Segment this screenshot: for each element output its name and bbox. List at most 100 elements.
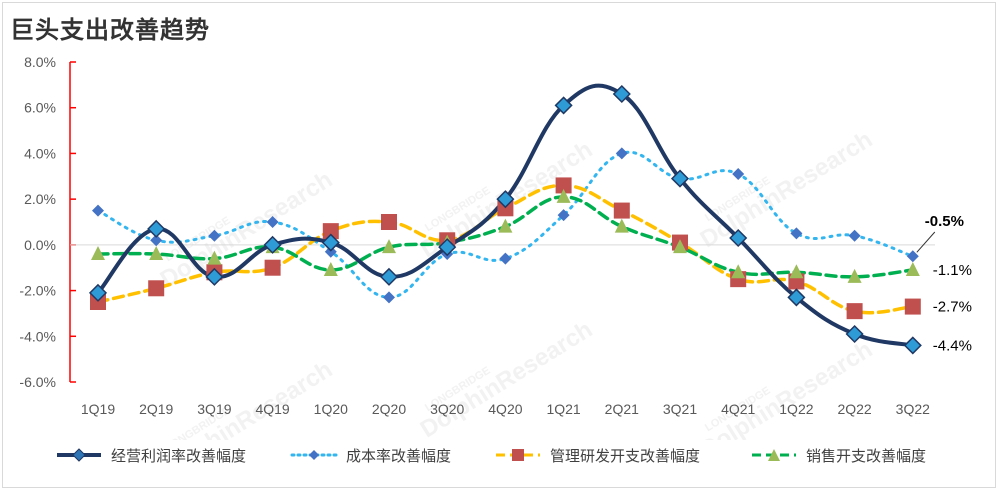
data-point [906,250,919,263]
watermark-text: DolphinResearch [156,166,338,293]
data-point [324,245,337,258]
end-label: -0.5% [925,213,964,230]
x-tick-label: 3Q21 [663,401,697,417]
legend-label: 成本率改善幅度 [346,446,452,465]
data-point [498,218,513,233]
data-point [499,252,512,265]
data-point [148,280,165,297]
series-line-1 [96,150,915,299]
series-markers [88,84,922,355]
data-point [846,303,863,320]
legend-item-sales: 销售开支改善幅度 [750,438,926,472]
y-tick-label: 2.0% [24,191,56,207]
data-point [266,216,279,228]
data-point [496,190,515,209]
x-tick-label: 2Q20 [372,401,406,417]
data-point [205,267,224,286]
end-labels: -4.4% -0.5% -2.7% -1.1% [916,213,972,354]
data-point [88,283,108,302]
data-point [264,259,281,276]
watermark-text: DolphinResearch [696,126,878,253]
data-point [848,229,861,242]
legend-label: 销售开支改善幅度 [806,446,927,465]
y-tick-label: 4.0% [24,145,56,161]
data-point [323,262,338,276]
y-tick-label: -2.0% [19,283,56,299]
y-tick-label: 8.0% [24,54,56,70]
data-point [673,239,687,254]
data-point [904,298,921,315]
data-point [263,235,282,254]
data-point [149,246,164,260]
data-point [207,250,222,265]
legend-item-rd-admin: 管理研发开支改善幅度 [494,438,700,472]
data-point [438,238,457,257]
legend-label: 管理研发开支改善幅度 [550,446,701,465]
axes: 8.0% 6.0% 4.0% 2.0% 0.0% -2.0% -4.0% -6.0% 1Q19 2… [19,54,935,417]
chart-title: 巨头支出改善趋势 [10,16,210,44]
series-line-0 [96,83,915,348]
watermark-text: DolphinResearch [156,356,338,440]
x-tick-label: 2Q21 [605,401,639,417]
data-point [497,200,514,217]
y-tick-label: 0.0% [24,237,56,253]
x-tick-label: 1Q20 [314,401,348,417]
data-point [150,234,163,247]
data-point [381,214,397,230]
data-point [615,147,628,160]
data-point [613,202,630,219]
x-tick-label: 4Q20 [488,401,522,417]
data-point [557,209,570,222]
data-point [92,204,104,217]
end-label: -4.4% [933,337,972,354]
data-point [208,229,221,242]
legend-swatch [57,448,101,462]
x-tick-label: 4Q19 [255,401,289,417]
data-point [787,288,806,307]
x-tick-label: 4Q21 [721,401,755,417]
legend-swatch [290,450,338,460]
data-point [614,218,629,233]
data-point [670,169,690,188]
legend-label: 经营利润率改善幅度 [111,446,247,465]
watermark-text: DolphinResearch [696,336,878,440]
y-tick-label: -4.0% [19,328,56,344]
x-tick-label: 3Q22 [896,401,930,417]
end-label: -2.7% [933,299,972,316]
data-point [91,246,105,260]
x-tick-label: 1Q19 [81,401,115,417]
data-point [382,239,396,254]
data-point [147,219,166,238]
data-point [383,291,395,304]
y-tick-label: 6.0% [24,100,56,116]
data-point [790,227,803,240]
data-point [612,84,631,104]
watermark-text: DolphinResearch [416,316,598,440]
data-point [90,294,106,310]
data-point [732,168,745,180]
x-tick-label: 3Q20 [430,401,464,417]
data-point [321,233,340,252]
legend-swatch [496,449,540,461]
x-tick-label: 1Q22 [779,401,813,417]
x-tick-label: 3Q19 [197,401,231,417]
legend-item-cost-ratio: 成本率改善幅度 [290,438,451,472]
data-point [731,264,746,279]
data-point [789,264,804,279]
data-point [847,268,862,283]
data-point [554,96,573,115]
x-tick-label: 2Q22 [837,401,871,417]
data-point [555,177,572,194]
data-point [379,267,399,286]
data-point [322,223,339,240]
data-point [556,188,571,203]
data-point [903,336,922,355]
leader-line [916,231,936,253]
